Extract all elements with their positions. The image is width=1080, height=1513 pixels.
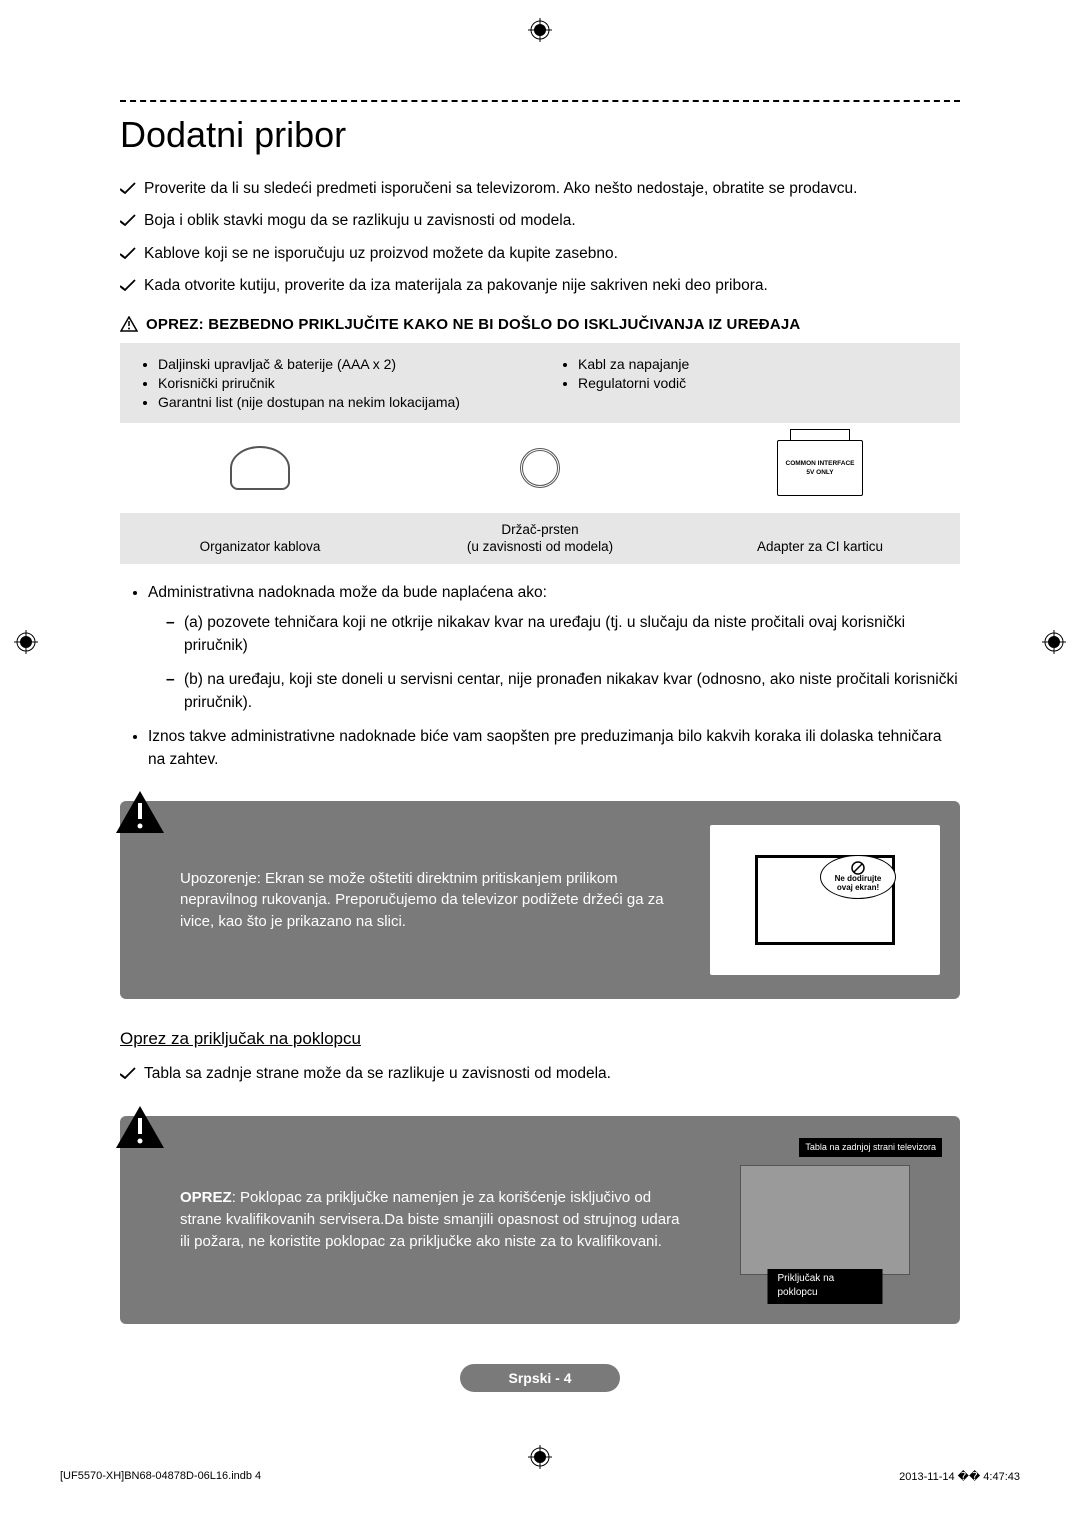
screen-warning-callout: Upozorenje: Ekran se može oštetiti direk… xyxy=(120,801,960,999)
acc-label: Organizator kablova xyxy=(120,513,400,564)
box-item: Kabl za napajanje xyxy=(578,356,942,372)
contents-table: Daljinski upravljač & baterije (AAA x 2)… xyxy=(120,343,960,423)
registration-mark-icon xyxy=(528,1445,552,1469)
box-item: Regulatorni vodič xyxy=(578,375,942,391)
note-icon xyxy=(120,1065,136,1079)
box-item: Korisnički priručnik xyxy=(158,375,522,391)
acc-label: Adapter za CI karticu xyxy=(680,513,960,564)
admin-sub-b: (b) na uređaju, koji ste doneli u servis… xyxy=(166,669,960,714)
note-icon xyxy=(120,212,136,226)
callout-text: Upozorenje: Ekran se može oštetiti direk… xyxy=(180,868,686,933)
note-text: Kablove koji se ne isporučuju uz proizvo… xyxy=(144,243,618,265)
footer-left: [UF5570-XH]BN68-04878D-06L16.indb 4 xyxy=(60,1470,261,1483)
note-icon xyxy=(120,277,136,291)
admin-fee-list: Administrativna nadoknada može da bude n… xyxy=(120,582,960,771)
accessories-table: COMMON INTERFACE5V ONLY Organizator kabl… xyxy=(120,423,960,564)
admin-intro: Administrativna nadoknada može da bude n… xyxy=(148,584,547,601)
admin-outro: Iznos takve administrativne nadoknade bi… xyxy=(148,726,960,771)
section-divider xyxy=(120,100,960,102)
note-icon xyxy=(120,180,136,194)
note-icon xyxy=(120,245,136,259)
cover-warning-callout: OPREZ: Poklopac za priključke namenjen j… xyxy=(120,1116,960,1324)
box-item: Garantni list (nije dostupan na nekim lo… xyxy=(158,394,522,410)
callout-text: OPREZ: Poklopac za priključke namenjen j… xyxy=(180,1187,686,1252)
warning-heading: OPREZ: BEZBEDNO PRIKLJUČITE KAKO NE BI D… xyxy=(146,316,800,333)
tv-back-figure: Tabla na zadnjoj strani televizora Prikl… xyxy=(710,1140,940,1300)
no-touch-icon xyxy=(851,861,865,875)
note-text: Kada otvorite kutiju, proverite da iza m… xyxy=(144,275,768,297)
page-title: Dodatni pribor xyxy=(120,114,960,156)
holder-ring-icon xyxy=(520,448,560,488)
box-item: Daljinski upravljač & baterije (AAA x 2) xyxy=(158,356,522,372)
note-text: Proverite da li su sledeći predmeti ispo… xyxy=(144,178,857,200)
cable-holder-icon xyxy=(230,446,290,490)
warning-badge-icon xyxy=(114,1104,166,1150)
handling-figure: Ne dodirujte ovaj ekran! xyxy=(710,825,940,975)
notes-list: Proverite da li su sledeći predmeti ispo… xyxy=(120,178,960,298)
footer-right: 2013-11-14 �� 4:47:43 xyxy=(899,1470,1020,1483)
acc-label: Držač-prsten(u zavisnosti od modela) xyxy=(400,513,680,564)
warning-triangle-icon xyxy=(120,316,138,332)
page-number: Srpski - 4 xyxy=(460,1364,620,1392)
sub-heading: Oprez za priključak na poklopcu xyxy=(120,1029,960,1049)
note-text: Boja i oblik stavki mogu da se razlikuju… xyxy=(144,210,576,232)
admin-sub-a: (a) pozovete tehničara koji ne otkrije n… xyxy=(166,612,960,657)
warning-badge-icon xyxy=(114,789,166,835)
sub-note: Tabla sa zadnje strane može da se razlik… xyxy=(144,1063,611,1085)
ci-adapter-icon: COMMON INTERFACE5V ONLY xyxy=(777,440,863,496)
